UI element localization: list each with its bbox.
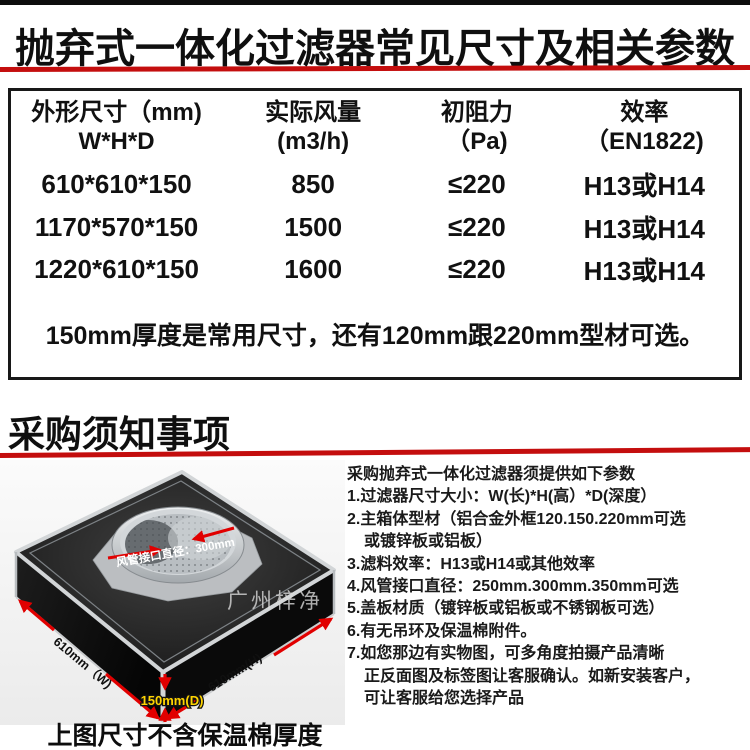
width-annotation [17,599,161,720]
spec-cell: ≤220 [448,169,506,199]
spec-cell: ≤220 [448,253,506,284]
watermark-text: 广州梓净 [227,589,323,613]
spec-cell: 610*610*150 [41,169,192,199]
spec-cell: H13或H14 [583,213,706,244]
product-photo: 广州梓净 风管接口直径：300mm 610mm（W) 610mm(H) 150m… [0,460,345,725]
notice-item: 4.风管接口直径：250mm.300mm.350mm可选 [347,578,679,596]
col-header-line1: 实际风量 [265,99,362,126]
photo-caption: 上图尺寸不含保温棉厚度 [47,722,323,750]
height-annotation [165,617,334,720]
notice-item: 1.过滤器尺寸大小：W(长)*H(高）*D(深度） [347,488,657,506]
col-header-dimensions: 外形尺寸（mm) W*H*D [11,91,222,163]
notice-item: 3.滤料效率：H13或H14或其他效率 [347,555,596,573]
duct-diameter-annotation [107,526,235,560]
section-title: 采购须知事项 [8,414,230,455]
notice-item: 5.盖板材质（镀锌板或铝板或不锈钢板可选） [347,600,665,618]
col-header-line2: （EN1822) [584,128,704,155]
col-header-line1: 初阻力 [440,99,513,126]
col-header-line1: 效率 [620,99,669,126]
spec-table: 外形尺寸（mm) W*H*D 实际风量 (m3/h) 初阻力 （Pa) 效率 （… [8,88,742,380]
purchase-notice: 采购抛弃式一体化过滤器须提供如下参数 1.过滤器尺寸大小：W(长)*H(高）*D… [347,464,747,710]
spec-cell: H13或H14 [583,255,706,286]
col-header-resistance: 初阻力 （Pa) [404,91,550,163]
notice-item-continuation: 正反面图及标签图让客服确认。如新安装客户， [364,667,701,685]
col-header-line2: (m3/h) [277,128,350,155]
depth-label: 150mm(D) [141,693,204,708]
notice-item: 6.有无吊环及保温棉附件。 [347,622,537,640]
notice-intro: 采购抛弃式一体化过滤器须提供如下参数 [347,466,636,483]
spec-cell: 850 [291,169,335,199]
thickness-note: 150mm厚度是常用尺寸，还有120mm跟220mm型材可选。 [45,321,705,350]
spec-cell: H13或H14 [583,171,706,201]
col-header-airflow: 实际风量 (m3/h) [222,91,404,163]
spec-cell: 1500 [284,211,343,242]
notice-item: 7.如您那边有实物图，可多角度拍摄产品清晰 [347,645,665,663]
top-border-bar [0,0,750,5]
notice-item-continuation: 或镀锌板或铝板） [364,533,493,551]
spec-cell: 1600 [284,253,343,284]
spec-cell: ≤220 [448,211,506,242]
col-header-line1: 外形尺寸（mm) [31,99,202,126]
notice-item: 2.主箱体型材（铝合金外框120.150.220mm可选 [347,510,686,528]
col-header-line2: （Pa) [446,128,508,155]
col-header-efficiency: 效率 （EN1822) [550,91,739,163]
notice-item-continuation: 可让客服给您选择产品 [364,690,525,708]
page-title: 抛弃式一体化过滤器常见尺寸及相关参数 [15,27,735,71]
spec-cell: 1220*610*150 [34,253,199,284]
spec-cell: 1170*570*150 [34,211,199,242]
col-header-line2: W*H*D [78,128,155,155]
